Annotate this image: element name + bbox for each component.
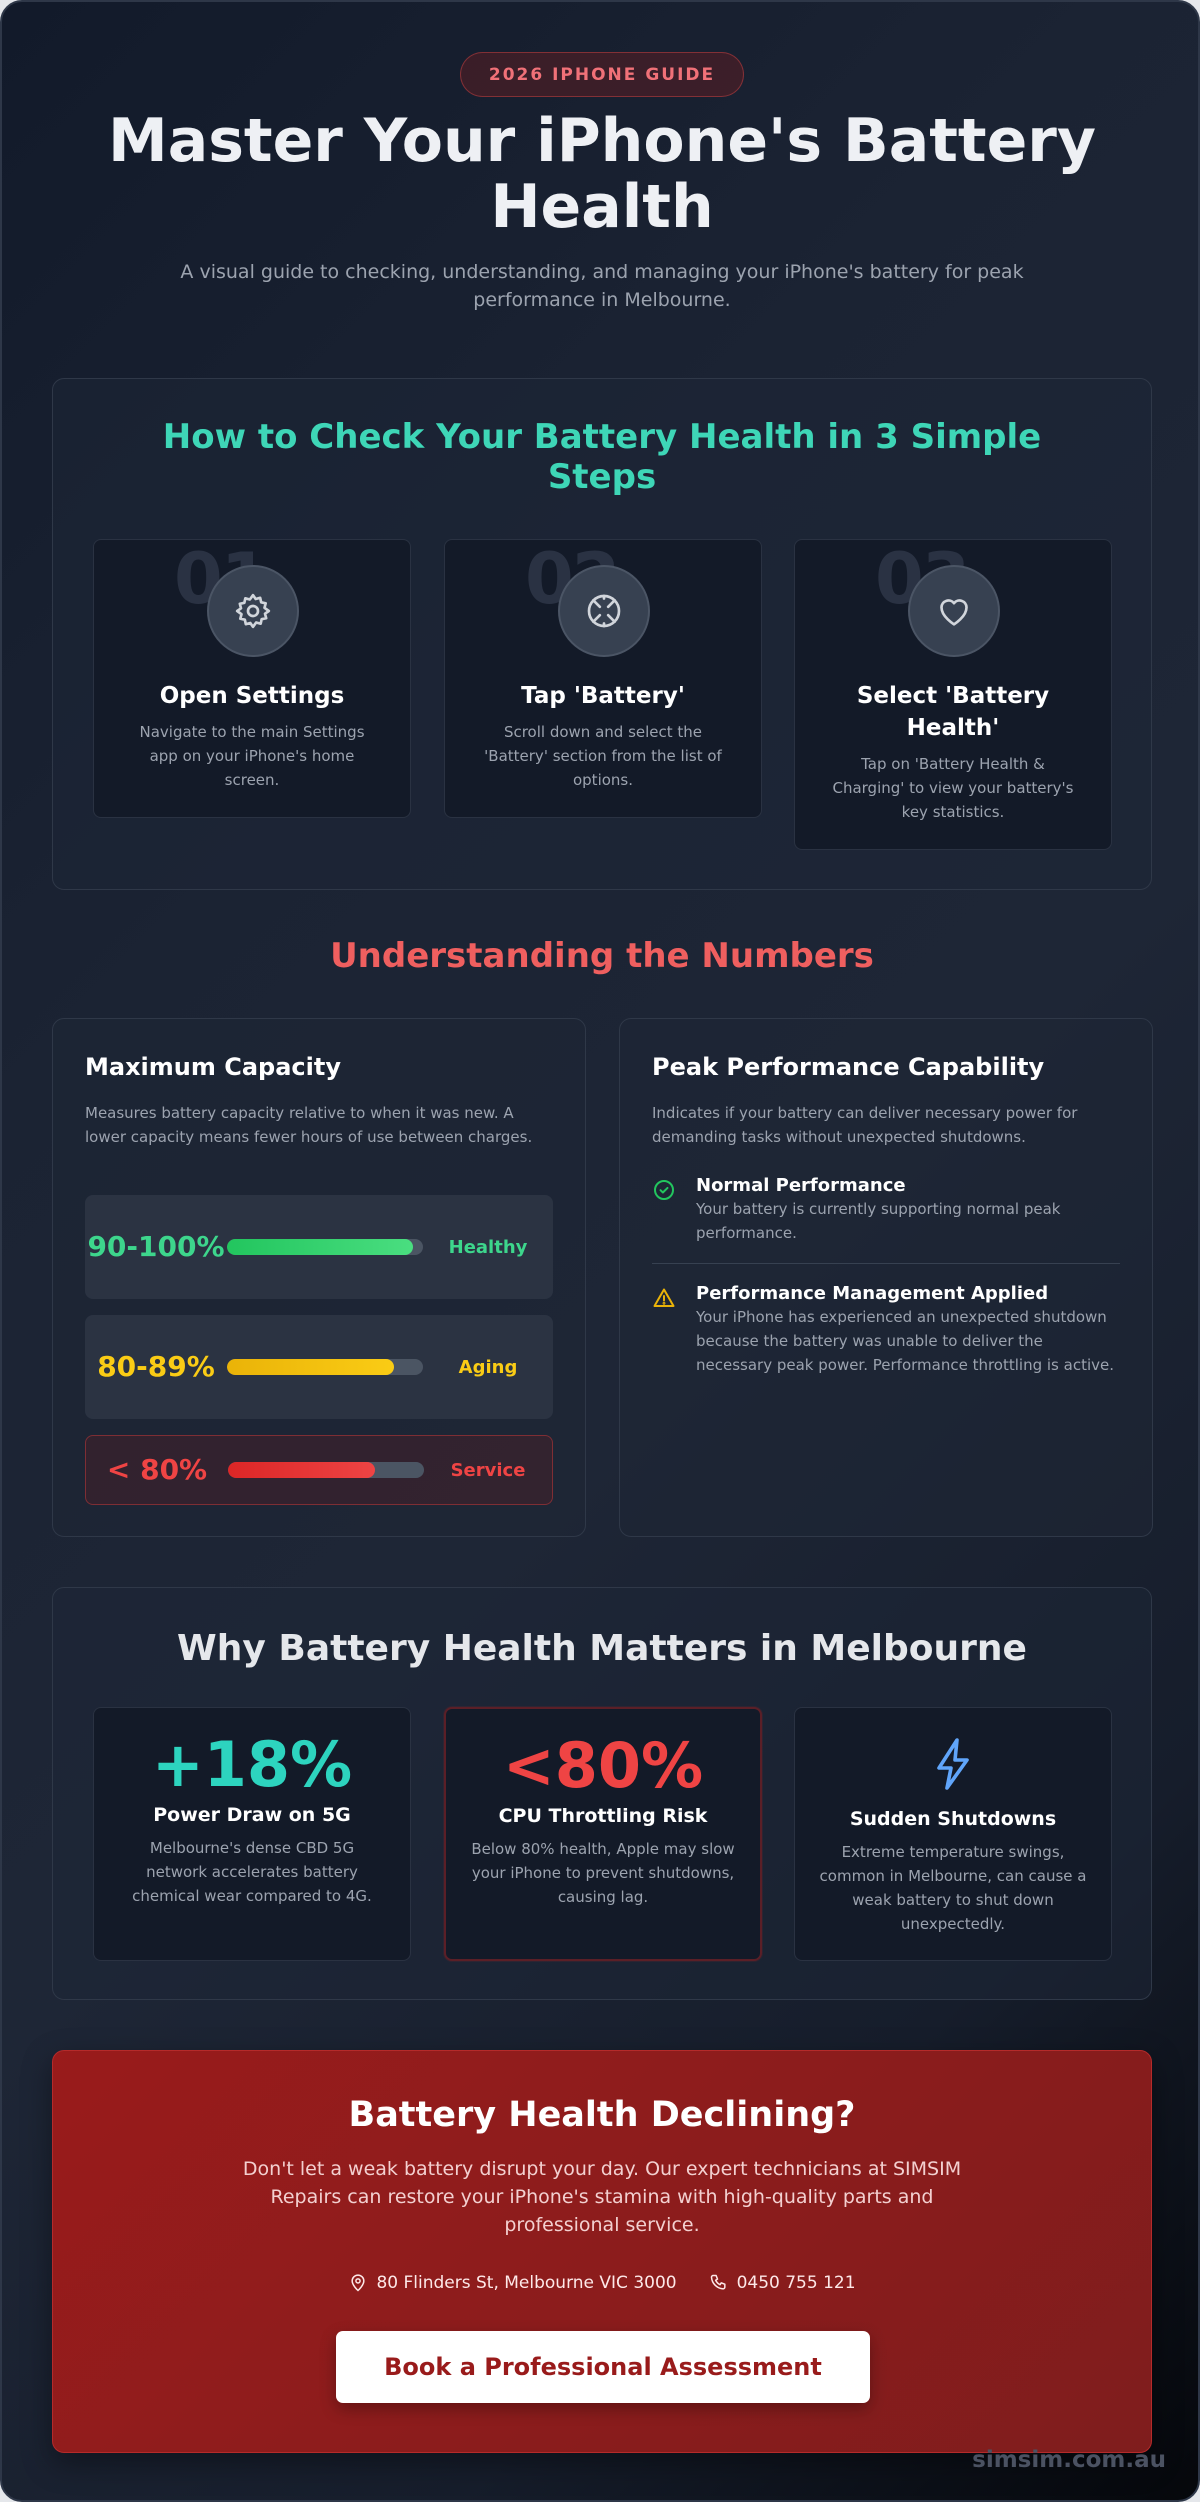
peak-performance-card: Peak Performance Capability Indicates if… bbox=[619, 1018, 1153, 1537]
range-label: Healthy bbox=[448, 1236, 528, 1258]
range-value: 80-89% bbox=[97, 1350, 215, 1383]
heart-icon bbox=[908, 565, 1000, 657]
capacity-bar-fill bbox=[227, 1359, 394, 1375]
perf-item-normal: Normal Performance Your battery is curre… bbox=[652, 1175, 1120, 1245]
check-circle-icon bbox=[652, 1175, 696, 1245]
capacity-title: Maximum Capacity bbox=[85, 1053, 341, 1081]
contact-row: 80 Flinders St, Melbourne VIC 3000 0450 … bbox=[53, 2273, 1151, 2293]
range-value: < 80% bbox=[106, 1453, 208, 1486]
capacity-bar bbox=[228, 1462, 424, 1478]
watermark: simsim.com.au bbox=[972, 2447, 1166, 2473]
why-card-title: Power Draw on 5G bbox=[153, 1804, 351, 1826]
perf-item-title: Performance Management Applied bbox=[696, 1283, 1049, 1304]
warning-triangle-icon bbox=[652, 1283, 696, 1377]
gear-icon bbox=[207, 565, 299, 657]
range-value: 90-100% bbox=[87, 1230, 225, 1263]
capacity-bar-fill bbox=[227, 1239, 414, 1255]
step-card-2: 02 Tap 'Battery' Scroll down and select … bbox=[444, 539, 762, 818]
perf-item-desc: Your battery is currently supporting nor… bbox=[696, 1200, 1061, 1242]
cta-title: Battery Health Declining? bbox=[348, 2095, 856, 2135]
capacity-bar bbox=[227, 1359, 423, 1375]
page-subtitle: A visual guide to checking, understandin… bbox=[180, 261, 1024, 311]
guide-badge: 2026 IPHONE GUIDE bbox=[460, 52, 744, 97]
lightning-bolt-icon bbox=[795, 1736, 1111, 1792]
steps-title: How to Check Your Battery Health in 3 Si… bbox=[162, 417, 1042, 497]
step-card-1: 01 Open Settings Navigate to the main Se… bbox=[93, 539, 411, 818]
understanding-title: Understanding the Numbers bbox=[330, 936, 874, 976]
step-title: Open Settings bbox=[159, 683, 345, 709]
step-desc: Tap on 'Battery Health & Charging' to vi… bbox=[832, 755, 1074, 821]
address: 80 Flinders St, Melbourne VIC 3000 bbox=[348, 2273, 677, 2293]
address-text: 80 Flinders St, Melbourne VIC 3000 bbox=[376, 2273, 677, 2293]
why-section: Why Battery Health Matters in Melbourne … bbox=[52, 1587, 1152, 2000]
stat-value: <80% bbox=[502, 1729, 704, 1802]
page-title: Master Your iPhone's Battery Health bbox=[108, 106, 1096, 242]
perf-item-desc: Your iPhone has experienced an unexpecte… bbox=[696, 1308, 1114, 1374]
cta-desc: Don't let a weak battery disrupt your da… bbox=[242, 2158, 962, 2236]
range-row-service: < 80% Service bbox=[85, 1435, 553, 1505]
map-pin-icon bbox=[351, 2274, 366, 2292]
phone-icon bbox=[710, 2274, 726, 2290]
step-card-3: 03 Select 'Battery Health' Tap on 'Batte… bbox=[794, 539, 1112, 850]
performance-title: Peak Performance Capability bbox=[652, 1053, 1045, 1081]
range-row-aging: 80-89% Aging bbox=[85, 1315, 553, 1419]
step-desc: Navigate to the main Settings app on you… bbox=[139, 723, 365, 789]
why-card-shutdowns: Sudden Shutdowns Extreme temperature swi… bbox=[794, 1707, 1112, 1961]
maximum-capacity-card: Maximum Capacity Measures battery capaci… bbox=[52, 1018, 586, 1537]
book-assessment-button[interactable]: Book a Professional Assessment bbox=[336, 2331, 870, 2403]
why-card-desc: Extreme temperature swings, common in Me… bbox=[819, 1843, 1087, 1933]
step-desc: Scroll down and select the 'Battery' sec… bbox=[484, 723, 722, 789]
range-label: Aging bbox=[458, 1356, 518, 1378]
performance-desc: Indicates if your battery can deliver ne… bbox=[652, 1104, 1078, 1146]
divider bbox=[652, 1263, 1120, 1264]
capacity-bar bbox=[227, 1239, 423, 1255]
range-label: Service bbox=[450, 1459, 526, 1481]
why-card-5g: +18% Power Draw on 5G Melbourne's dense … bbox=[93, 1707, 411, 1961]
range-row-healthy: 90-100% Healthy bbox=[85, 1195, 553, 1299]
phone[interactable]: 0450 755 121 bbox=[709, 2273, 856, 2293]
capacity-bar-fill bbox=[228, 1462, 375, 1478]
step-title: Select 'Battery Health' bbox=[856, 683, 1050, 741]
steps-section: How to Check Your Battery Health in 3 Si… bbox=[52, 378, 1152, 890]
why-card-title: CPU Throttling Risk bbox=[498, 1805, 708, 1827]
lifebuoy-icon bbox=[558, 565, 650, 657]
cta-section: Battery Health Declining? Don't let a we… bbox=[52, 2050, 1152, 2453]
perf-item-management: Performance Management Applied Your iPho… bbox=[652, 1283, 1120, 1377]
why-card-desc: Melbourne's dense CBD 5G network acceler… bbox=[132, 1839, 372, 1905]
why-card-title: Sudden Shutdowns bbox=[849, 1808, 1057, 1830]
why-card-desc: Below 80% health, Apple may slow your iP… bbox=[471, 1840, 735, 1906]
why-card-throttling: <80% CPU Throttling Risk Below 80% healt… bbox=[444, 1707, 762, 1961]
perf-item-title: Normal Performance bbox=[696, 1175, 906, 1196]
phone-text[interactable]: 0450 755 121 bbox=[736, 2273, 856, 2293]
stat-value: +18% bbox=[151, 1728, 353, 1801]
step-title: Tap 'Battery' bbox=[521, 683, 685, 709]
capacity-desc: Measures battery capacity relative to wh… bbox=[85, 1104, 533, 1146]
why-title: Why Battery Health Matters in Melbourne bbox=[177, 1628, 1027, 1669]
